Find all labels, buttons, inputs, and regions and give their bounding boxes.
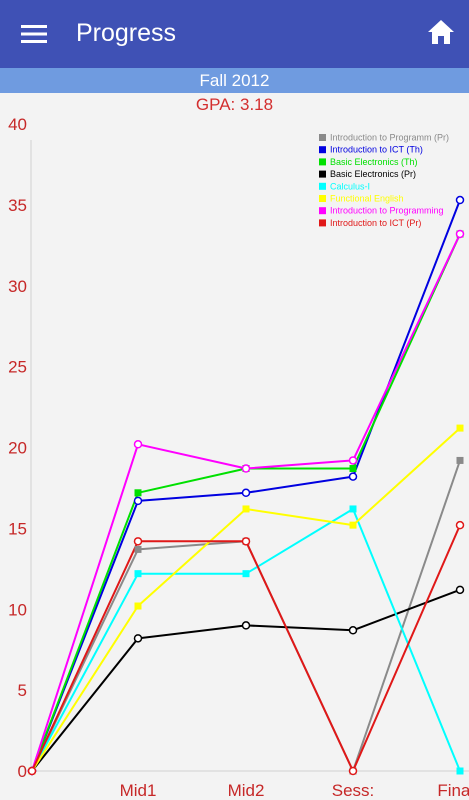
data-point-6 [242, 505, 250, 513]
x-tick-label: Finals [437, 781, 469, 800]
data-point-1 [134, 545, 142, 553]
app-title: Progress [76, 19, 177, 47]
series-line-6 [31, 427, 461, 772]
y-tick-label: 20 [8, 439, 27, 458]
data-point-4 [348, 626, 358, 635]
data-point-5 [134, 570, 142, 578]
data-point-5 [242, 570, 250, 578]
data-point-2 [455, 195, 465, 205]
menu-button[interactable] [14, 18, 54, 50]
legend-swatch [319, 134, 326, 141]
y-tick-label: 25 [8, 358, 27, 377]
y-tick-label: 15 [8, 519, 27, 538]
y-tick-label: 0 [18, 762, 27, 781]
y-tick-label: 40 [8, 115, 27, 134]
x-tick-label: Mid2 [228, 781, 265, 800]
series-line-5 [31, 508, 461, 772]
data-point-3 [134, 489, 142, 497]
data-point-8 [27, 766, 37, 776]
data-point-8 [133, 537, 143, 546]
data-point-2 [348, 472, 358, 481]
data-point-7 [348, 456, 358, 465]
series-line-4 [31, 588, 461, 772]
legend-swatch [319, 195, 326, 202]
data-point-7 [455, 229, 465, 239]
data-point-7 [241, 464, 251, 473]
data-point-5 [456, 767, 464, 775]
legend-swatch [319, 182, 326, 190]
data-point-6 [134, 602, 142, 610]
data-point-4 [455, 585, 465, 595]
data-point-2 [133, 496, 143, 506]
legend-swatch [319, 146, 326, 154]
y-tick-label: 35 [8, 196, 27, 215]
semester-bar: Fall 2012 [0, 68, 469, 93]
data-point-4 [241, 621, 251, 630]
data-point-8 [455, 520, 465, 530]
x-tick-label: Mid1 [120, 781, 157, 800]
data-point-6 [456, 424, 464, 432]
y-tick-label: 10 [8, 600, 27, 619]
legend-label: Introduction to Programm (Pr) [330, 133, 449, 143]
data-point-5 [349, 505, 357, 513]
legend-label: Functional English [330, 194, 404, 204]
legend-label: Introduction to Programming [330, 206, 444, 216]
data-point-1 [456, 456, 464, 464]
data-point-4 [133, 634, 143, 643]
legend-label: Basic Electronics (Th) [330, 157, 418, 167]
data-point-8 [348, 766, 358, 776]
data-point-8 [241, 537, 251, 546]
home-icon [428, 20, 454, 44]
data-point-3 [349, 465, 357, 473]
gpa-label: GPA: 3.18 [195, 95, 274, 114]
x-tick-label: Sess: [332, 781, 375, 800]
hamburger-menu-icon [21, 25, 47, 43]
legend-swatch [319, 170, 326, 178]
app-bar: Progress [0, 0, 469, 68]
data-point-2 [241, 488, 251, 498]
y-tick-label: 5 [18, 681, 27, 700]
legend-label: Introduction to ICT (Th) [330, 145, 423, 155]
legend-label: Calculus-I [330, 181, 370, 191]
home-button[interactable] [425, 16, 457, 48]
y-tick-label: 30 [8, 277, 27, 296]
data-point-6 [349, 521, 357, 529]
legend-label: Introduction to ICT (Pr) [330, 218, 421, 228]
data-point-7 [133, 440, 143, 449]
semester-label: Fall 2012 [199, 71, 270, 90]
legend-label: Basic Electronics (Pr) [330, 169, 416, 179]
legend-swatch [319, 158, 326, 166]
legend-swatch [319, 207, 326, 215]
legend-swatch [319, 219, 326, 227]
